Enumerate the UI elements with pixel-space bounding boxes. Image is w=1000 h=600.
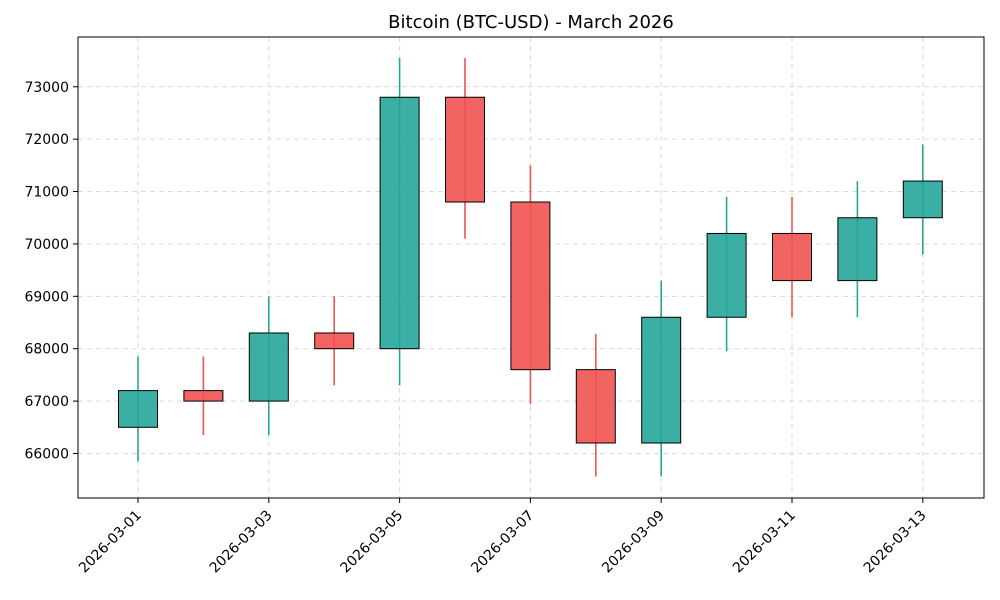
x-tick-label: 2026-03-07 <box>468 508 537 577</box>
candle <box>837 181 878 318</box>
candle-body-down <box>772 232 812 282</box>
candle-body-up <box>641 316 682 444</box>
y-tick-label: 70000 <box>24 237 69 253</box>
candle <box>314 296 355 386</box>
y-tick-label: 72000 <box>24 132 69 148</box>
candle <box>510 165 551 404</box>
y-tick-label: 73000 <box>24 80 69 96</box>
y-tick-label: 71000 <box>24 185 69 201</box>
candle <box>183 356 224 436</box>
y-axis: 66000 67000 68000 69000 70000 71000 72000 73000 <box>24 80 78 462</box>
candle-body-up <box>118 390 158 428</box>
candle <box>641 280 682 477</box>
candle <box>248 296 289 436</box>
x-tick-label: 2026-03-11 <box>730 508 799 577</box>
candle-body-down <box>575 369 616 444</box>
candle <box>772 196 812 318</box>
candle <box>706 196 747 352</box>
candle <box>902 144 943 255</box>
y-tick-label: 69000 <box>24 289 69 305</box>
y-tick-label: 68000 <box>24 342 69 358</box>
candles <box>118 57 943 477</box>
candle <box>118 356 158 462</box>
y-tick-label: 67000 <box>24 394 69 410</box>
x-axis: 2026-03-01 2026-03-03 2026-03-05 2026-03-07… <box>76 498 930 576</box>
candle-body-up <box>902 180 943 219</box>
chart-title: Bitcoin (BTC-USD) - March 2026 <box>388 12 674 33</box>
candle-body-up <box>706 232 747 318</box>
plot-area-frame <box>77 36 985 499</box>
x-tick-label: 2026-03-13 <box>861 508 930 577</box>
x-tick-label: 2026-03-03 <box>207 508 276 577</box>
y-tick-label: 66000 <box>24 446 69 462</box>
x-tick-label: 2026-03-05 <box>338 508 407 577</box>
x-tick-label: 2026-03-01 <box>76 508 145 577</box>
candle-body-down <box>183 390 224 402</box>
x-tick-label: 2026-03-09 <box>599 508 668 577</box>
candle <box>575 334 616 477</box>
candle-body-down <box>314 332 355 350</box>
candle <box>445 57 485 239</box>
candle-body-up <box>379 96 420 350</box>
candle-body-down <box>510 201 551 371</box>
candle-body-down <box>445 96 485 203</box>
candle-body-up <box>248 332 289 402</box>
candle-body-up <box>837 217 878 282</box>
candle <box>379 57 420 386</box>
